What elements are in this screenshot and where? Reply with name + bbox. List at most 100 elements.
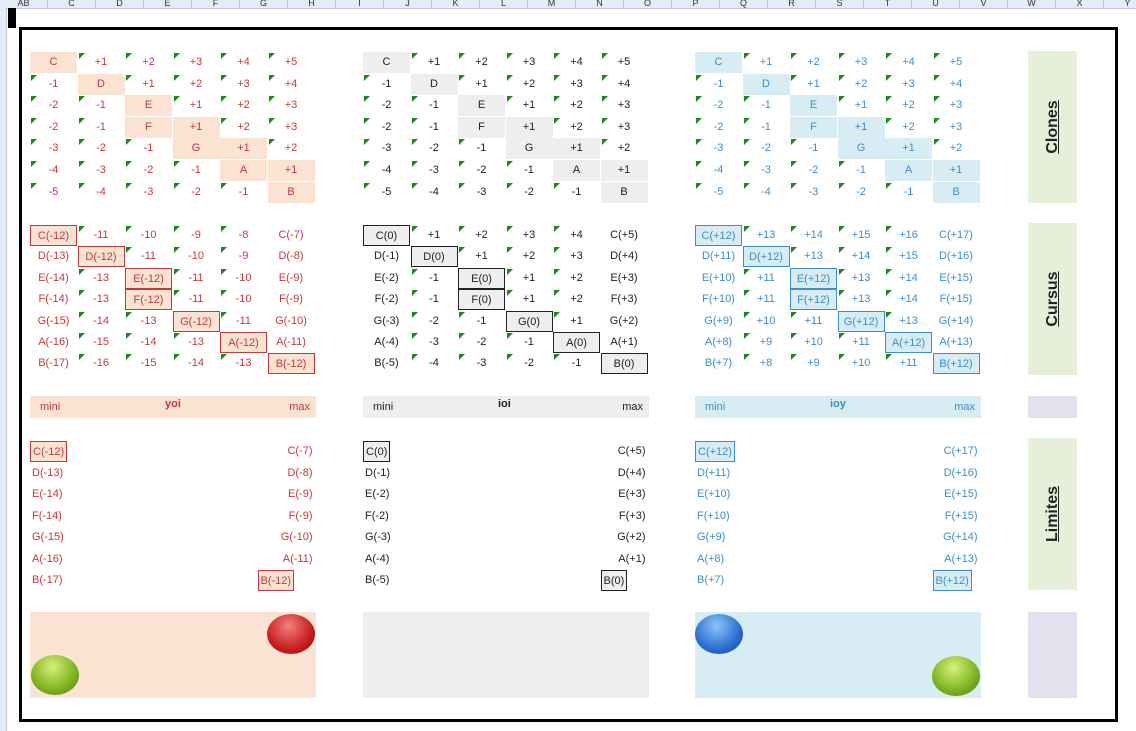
clone-cell[interactable]: +1 [78,52,125,73]
cursus-cell[interactable]: -4 [411,353,458,374]
column-header[interactable]: N [576,0,624,8]
limit-min-cell[interactable]: A(+8) [695,549,742,570]
column-header[interactable]: K [432,0,480,8]
limit-min-cell[interactable]: D(-13) [30,463,77,484]
cursus-cell[interactable]: -15 [78,332,125,353]
clone-cell[interactable]: +2 [838,74,885,95]
clone-cell[interactable]: -1 [30,74,77,95]
cursus-cell[interactable]: F(+12) [790,289,837,311]
limit-max-cell[interactable]: A(+1) [601,549,648,570]
limit-max-cell[interactable]: F(+15) [933,506,980,527]
limit-max-cell[interactable]: F(-9) [268,506,315,527]
cursus-cell[interactable]: A(-4) [363,332,410,353]
clone-cell[interactable]: +1 [600,160,648,181]
clone-cell[interactable]: -2 [838,182,885,203]
clone-cell[interactable]: +3 [506,52,553,73]
cursus-cell[interactable]: C(-7) [268,225,315,246]
cursus-cell[interactable]: G(-15) [30,311,77,332]
cursus-cell[interactable]: B(+7) [695,353,742,374]
clone-cell[interactable]: +1 [506,95,553,116]
limit-max-cell[interactable]: E(+3) [601,484,648,505]
clone-cell[interactable]: +2 [553,95,600,116]
cursus-cell[interactable]: F(0) [458,289,505,311]
cursus-cell[interactable]: -14 [173,353,220,374]
clone-cell[interactable]: -1 [363,74,410,95]
cursus-cell[interactable]: G(+9) [695,311,742,332]
clone-cell[interactable]: -2 [363,95,410,116]
cursus-cell[interactable]: E(+10) [695,268,742,289]
clone-cell[interactable]: -1 [125,138,172,159]
column-header[interactable]: O [624,0,672,8]
cursus-cell[interactable]: G(-12) [172,310,220,332]
clone-cell[interactable]: +1 [932,160,980,181]
clone-cell[interactable]: -2 [411,138,458,159]
clone-cell[interactable]: B [267,181,315,203]
clone-cell[interactable]: +3 [268,95,315,116]
clone-cell[interactable]: -3 [743,160,790,181]
clone-cell[interactable]: -2 [743,138,790,159]
clone-cell[interactable]: B [932,181,980,203]
limit-min-cell[interactable]: E(-2) [363,484,410,505]
column-header[interactable]: M [528,0,576,8]
cursus-cell[interactable]: F(-2) [363,289,410,310]
clone-cell[interactable]: -3 [125,182,172,203]
limit-max-cell[interactable]: D(-8) [268,463,315,484]
cursus-cell[interactable]: D(+12) [742,246,790,268]
cursus-cell[interactable]: -14 [125,332,172,353]
clone-cell[interactable]: +3 [601,117,648,138]
clone-cell[interactable]: +1 [790,74,837,95]
limit-max-cell[interactable]: G(-10) [268,527,315,548]
cursus-cell[interactable]: +15 [885,246,932,267]
limit-min-cell[interactable]: F(-14) [30,506,77,527]
cursus-cell[interactable]: -2 [458,332,505,353]
cursus-cell[interactable]: +1 [506,268,553,289]
clone-cell[interactable]: +1 [837,116,885,138]
clone-cell[interactable]: +2 [220,117,267,138]
cursus-cell[interactable]: -1 [553,353,600,374]
cursus-cell[interactable]: D(-8) [268,246,315,267]
clone-cell[interactable]: -1 [790,138,837,159]
clone-cell[interactable]: +3 [838,52,885,73]
cursus-cell[interactable]: F(+15) [933,289,980,310]
cursus-cell[interactable]: +15 [838,225,885,246]
clone-cell[interactable]: +2 [268,138,315,159]
clone-cell[interactable]: -1 [553,182,600,203]
clone-cell[interactable]: +3 [220,74,267,95]
cursus-cell[interactable]: B(+12) [932,353,980,375]
column-header[interactable]: J [384,0,432,8]
limit-min-cell[interactable]: E(-14) [30,484,77,505]
cursus-cell[interactable]: +1 [458,246,505,267]
limit-max-cell[interactable]: B(0) [600,570,628,591]
limit-max-cell[interactable]: A(-11) [268,549,315,570]
column-header[interactable]: AB [0,0,48,8]
clone-cell[interactable]: -2 [30,95,77,116]
cursus-cell[interactable]: D(+11) [695,246,742,267]
clone-cell[interactable]: +4 [933,74,980,95]
column-header[interactable]: S [816,0,864,8]
cursus-cell[interactable]: E(-2) [363,268,410,289]
clone-cell[interactable]: -5 [363,182,410,203]
clone-cell[interactable]: G [505,138,553,160]
cursus-cell[interactable]: E(-14) [30,268,77,289]
cursus-cell[interactable]: +2 [458,225,505,246]
clone-cell[interactable]: -2 [363,117,410,138]
cursus-cell[interactable]: F(-14) [30,289,77,310]
cursus-cell[interactable]: +11 [743,289,790,310]
limit-min-cell[interactable]: A(-16) [30,549,77,570]
limit-max-cell[interactable]: B(+12) [932,570,972,591]
clone-cell[interactable]: D [77,73,125,95]
cursus-cell[interactable]: +9 [743,332,790,353]
clone-cell[interactable]: F [790,116,837,138]
cursus-cell[interactable]: G(0) [505,310,553,332]
cursus-cell[interactable]: F(-9) [268,289,315,310]
clone-cell[interactable]: +3 [885,74,932,95]
side-label-limites-cell[interactable]: Limites [1028,438,1077,590]
cursus-cell[interactable]: -13 [78,289,125,310]
limit-max-cell[interactable]: G(+14) [933,527,980,548]
cursus-cell[interactable]: -10 [220,289,267,310]
cursus-cell[interactable]: -10 [220,268,267,289]
clone-cell[interactable]: +4 [885,52,932,73]
clone-cell[interactable]: +3 [268,117,315,138]
clone-cell[interactable]: -5 [30,182,77,203]
column-header[interactable]: X [1056,0,1104,8]
